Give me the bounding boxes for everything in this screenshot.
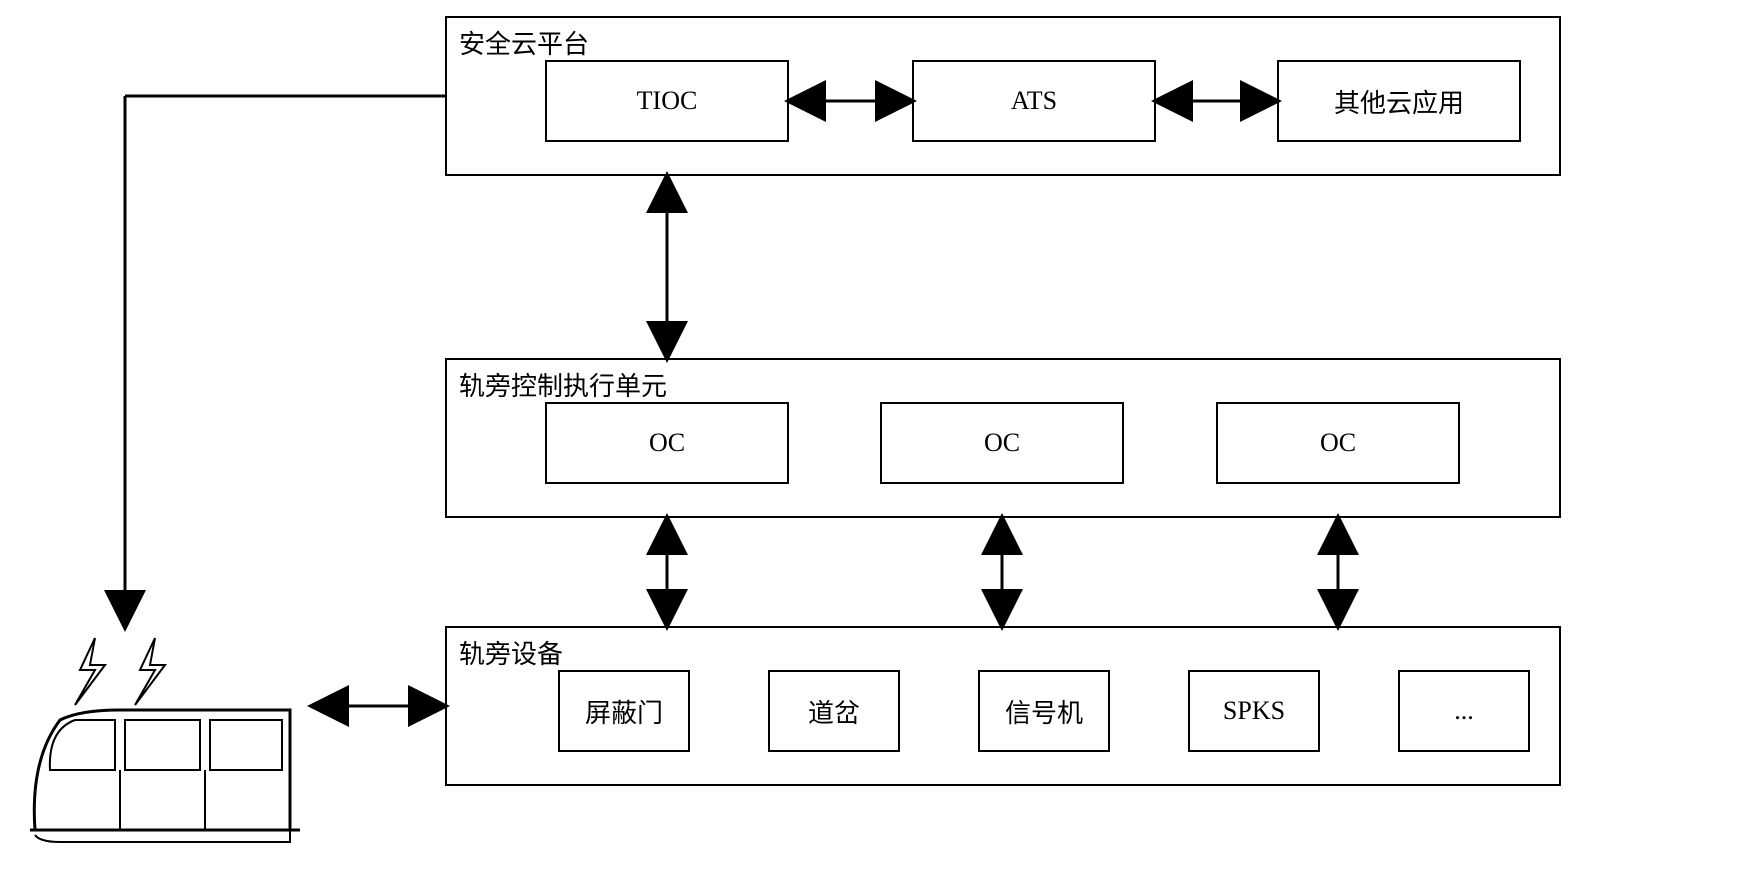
train-body xyxy=(30,710,300,842)
train-icon xyxy=(20,630,320,850)
lightning-icon-1 xyxy=(75,638,105,705)
lightning-icon-2 xyxy=(135,638,165,705)
